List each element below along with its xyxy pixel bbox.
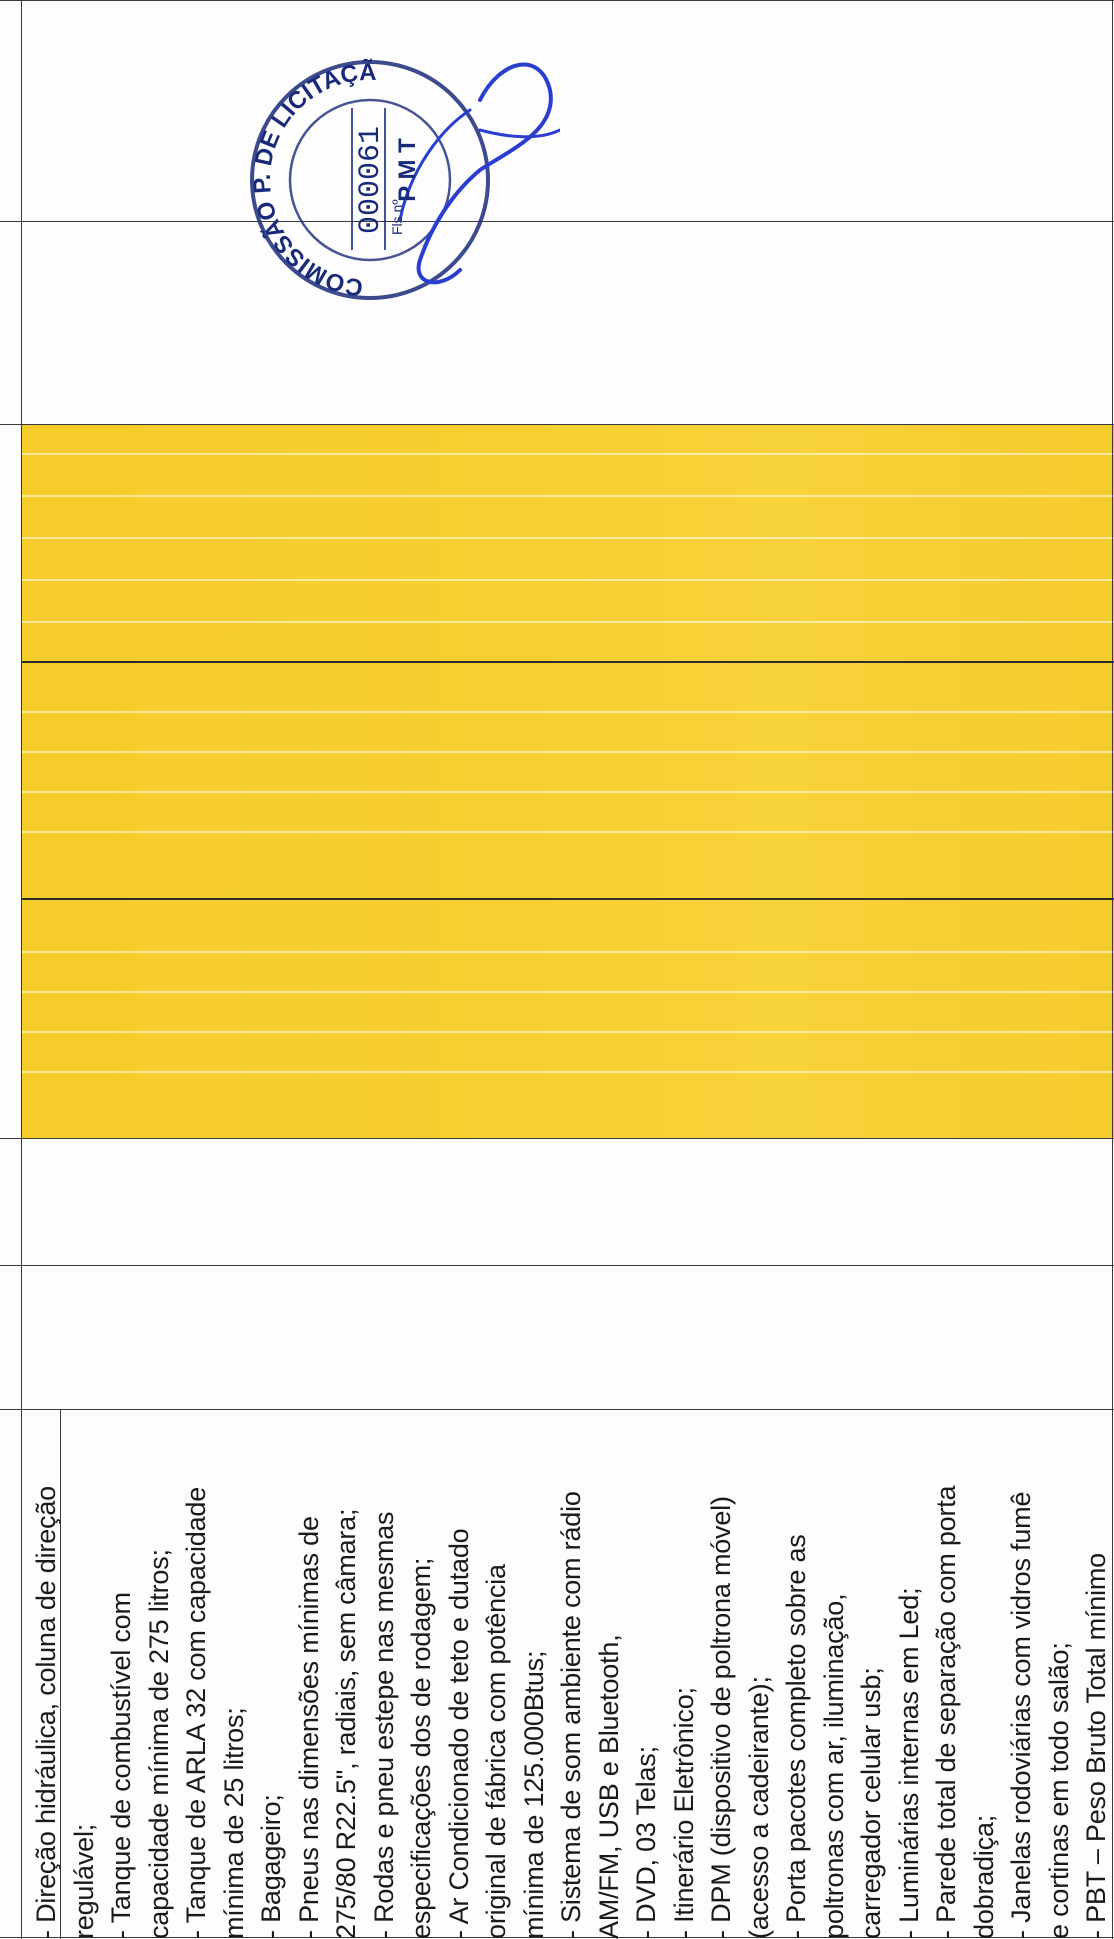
description-line: - Luminárias internas em Led; <box>893 1587 924 1939</box>
description-line: (acesso a cadeirante); <box>743 1676 774 1939</box>
description-line: 275/80 R22.5", radiais, sem câmara; <box>331 1508 361 1939</box>
description-line: e cortinas em todo salão; <box>1043 1642 1074 1939</box>
description-line: - Rodas e pneu estepe nas mesmas <box>368 1511 399 1939</box>
highlight-stripe <box>22 831 1114 833</box>
highlight-stripe <box>22 579 1114 581</box>
table-rule <box>0 1138 1114 1139</box>
description-line: capacidade mínima de 275 litros; <box>143 1549 174 1939</box>
signature-stroke <box>416 62 553 285</box>
description-line: - Tanque de ARLA 32 com capacidade <box>181 1486 211 1939</box>
description-text: - Direção hidráulica, coluna de direção r… <box>22 1410 1114 1939</box>
highlight-stripe <box>22 621 1114 623</box>
table-border-left <box>21 0 22 1939</box>
highlight-stripe <box>22 751 1114 753</box>
highlight-stripe <box>22 991 1114 993</box>
stamp-number: 000061 <box>354 126 388 234</box>
highlight-stripe <box>22 711 1114 713</box>
description-line: - Pneus nas dimensões mínimas de <box>293 1516 324 1939</box>
description-line: - Bagageiro; <box>256 1794 286 1939</box>
description-line: carregador celular usb; <box>856 1667 886 1939</box>
highlight-stripe <box>22 1031 1114 1033</box>
description-line: - Direção hidráulica, coluna de direção <box>31 1486 61 1939</box>
description-line: original de fábrica com potência <box>481 1564 511 1939</box>
description-line: poltronas com ar, iluminação, <box>818 1593 849 1939</box>
table-rule-vertical <box>60 1409 61 1939</box>
description-line: - Parede total de separação com porta <box>931 1485 961 1939</box>
description-line: mínima de 25 litros; <box>218 1707 249 1939</box>
description-line: - Janelas rodoviárias com vidros fumê <box>1006 1491 1036 1939</box>
description-line: - Ar Condicionado de teto e dutado <box>443 1528 474 1939</box>
description-line: mínima de 125.000Btus; <box>518 1650 549 1939</box>
description-line: especificações dos de rodagem; <box>406 1557 436 1939</box>
description-line: - Tanque de combustível com <box>106 1592 136 1939</box>
highlighted-cells <box>22 425 1114 1138</box>
description-line: regulável; <box>68 1823 99 1939</box>
description-cell: - Direção hidráulica, coluna de direção r… <box>22 1410 1114 1939</box>
description-line: - Porta pacotes completo sobre as <box>781 1534 811 1939</box>
description-line: - DPM (dispositivo de poltrona móvel) <box>706 1496 736 1939</box>
stamp-organization: P M T <box>394 138 421 202</box>
description-line: - DVD, 03 Telas; <box>631 1746 661 1939</box>
highlight-stripe <box>22 537 1114 539</box>
table-border-top <box>0 0 1114 1</box>
table-rule <box>0 221 1114 222</box>
highlight-stripe <box>22 791 1114 793</box>
highlight-stripe <box>22 951 1114 953</box>
stamp-folio-label: Fls nº <box>389 200 405 235</box>
description-line: dobradiça; <box>968 1814 999 1939</box>
highlight-stripe <box>22 453 1114 455</box>
description-line: - PBT – Peso Bruto Total mínimo <box>1081 1553 1111 1939</box>
description-line: AM/FM, USB e Bluetooth, <box>593 1634 624 1939</box>
table-rule <box>0 1265 1114 1266</box>
description-line: - Itinerário Eletrônico; <box>668 1687 699 1939</box>
table-rule <box>0 1409 1114 1410</box>
table-rule <box>0 424 1114 425</box>
description-line: - Sistema de som ambiente com rádio <box>556 1491 586 1939</box>
cell-divider <box>22 898 1114 900</box>
table-border-bottom <box>0 1937 1114 1938</box>
cell-divider <box>22 661 1114 663</box>
highlight-stripe <box>22 495 1114 497</box>
highlight-stripe <box>22 1071 1114 1073</box>
tender-commission-stamp: COMISSÃO P. DE LICITAÇÃO000061Fls nºP M … <box>189 58 560 340</box>
table-border-right <box>1112 0 1113 1939</box>
